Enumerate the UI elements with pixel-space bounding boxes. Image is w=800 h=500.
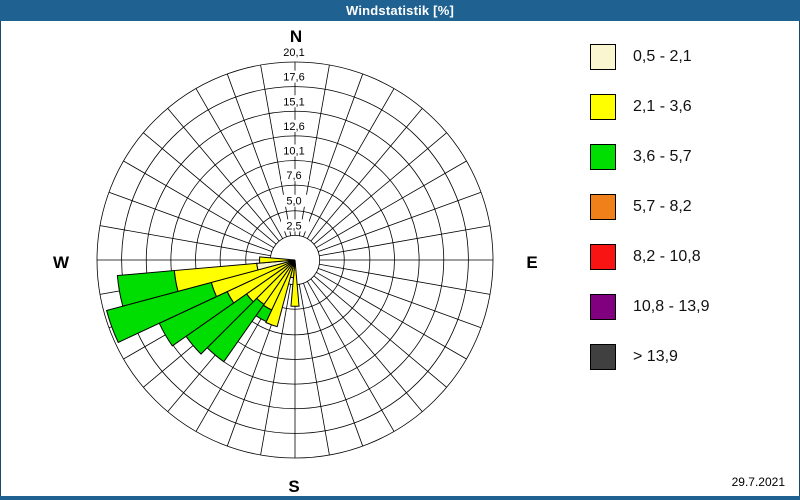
radial-tick-backing	[281, 219, 309, 232]
polar-grid-spoke	[99, 225, 271, 257]
polar-grid-spoke	[318, 191, 482, 252]
radial-tick-backing	[281, 169, 309, 182]
legend-color-swatch	[590, 343, 616, 370]
date-label: 29.7.2021	[731, 475, 785, 489]
polar-grid-spoke	[310, 108, 423, 242]
legend-label: 10,8 - 13,9	[633, 297, 710, 315]
radial-tick-label: 17,6	[283, 72, 304, 84]
polar-grid-spoke	[319, 225, 491, 257]
radial-tick-label: 12,6	[283, 121, 304, 133]
legend-label: > 13,9	[633, 347, 678, 365]
compass-label-e: E	[526, 253, 537, 272]
polar-grid-spoke	[260, 284, 292, 456]
legend-label: 3,6 - 5,7	[633, 147, 692, 165]
legend-color-swatch	[590, 243, 616, 270]
polar-grid-spoke	[167, 108, 280, 242]
polar-grid-spoke	[260, 64, 292, 236]
compass-label-w: W	[53, 253, 70, 272]
radial-tick-backing	[281, 144, 309, 157]
radial-tick-backing	[281, 46, 309, 58]
legend-item: 2,1 - 3,6	[590, 93, 790, 120]
legend-item: > 13,9	[590, 343, 790, 370]
polar-grid-spoke	[306, 88, 395, 239]
legend-color-swatch	[590, 143, 616, 170]
radial-tick-backing	[281, 194, 309, 207]
legend-item: 5,7 - 8,2	[590, 193, 790, 220]
chart-panel: 2,5 5,0 7,6 10,1 12,6 15,1 17,6 20,1 N S W E 0,5 - …	[0, 21, 800, 496]
legend-color-swatch	[590, 293, 616, 320]
radial-tick-backing	[281, 95, 309, 108]
window-title: Windstatistik [%]	[345, 3, 454, 18]
radial-tick-label: 20,1	[283, 47, 304, 59]
radial-tick-backing	[281, 119, 309, 132]
wind-rose-petal-segment	[259, 256, 290, 264]
radial-tick-label: 10,1	[283, 146, 304, 158]
polar-grid-spoke	[108, 191, 272, 252]
legend-label: 5,7 - 8,2	[633, 197, 692, 215]
legend-label: 8,2 - 10,8	[633, 247, 701, 265]
polar-grid-spoke	[313, 275, 447, 388]
compass-label-s: S	[288, 477, 299, 496]
bottom-bar	[0, 496, 800, 500]
legend-color-swatch	[590, 43, 616, 70]
polar-grid-spoke	[318, 268, 482, 329]
legend-label: 2,1 - 3,6	[633, 97, 692, 115]
polar-grid-spoke	[316, 160, 467, 249]
polar-grid-spoke	[319, 263, 491, 295]
polar-grid-spoke	[298, 64, 330, 236]
polar-grid-spoke	[298, 284, 330, 456]
polar-grid-spoke	[303, 283, 364, 447]
polar-grid-spoke	[195, 88, 284, 239]
legend-color-swatch	[590, 193, 616, 220]
compass-label-n: N	[290, 27, 302, 46]
polar-grid-spoke	[226, 73, 287, 237]
polar-grid-spoke	[143, 132, 277, 245]
legend-color-swatch	[590, 93, 616, 120]
radial-tick-label: 15,1	[283, 96, 304, 108]
polar-grid-spoke	[316, 271, 467, 360]
polar-grid-spoke	[303, 73, 364, 237]
radial-tick-label: 7,6	[286, 170, 301, 182]
legend-item: 8,2 - 10,8	[590, 243, 790, 270]
legend: 0,5 - 2,1 2,1 - 3,6 3,6 - 5,7 5,7 - 8,2 8,2 …	[590, 43, 790, 394]
wind-rose-chart: 2,5 5,0 7,6 10,1 12,6 15,1 17,6 20,1N S W E	[53, 27, 538, 496]
legend-label: 0,5 - 2,1	[633, 47, 692, 65]
legend-item: 0,5 - 2,1	[590, 43, 790, 70]
radial-tick-backing	[281, 70, 309, 83]
polar-grid-spoke	[306, 281, 395, 432]
polar-grid-spoke	[310, 278, 423, 412]
radial-tick-label: 2,5	[286, 220, 301, 232]
wind-rose-petal-segment	[116, 270, 179, 307]
polar-grid-spoke	[123, 160, 274, 249]
radial-tick-label: 5,0	[286, 196, 301, 208]
polar-grid-spoke	[313, 132, 447, 245]
legend-item: 3,6 - 5,7	[590, 143, 790, 170]
legend-item: 10,8 - 13,9	[590, 293, 790, 320]
wind-rose-petal-segment	[288, 258, 296, 262]
window-title-bar[interactable]: Windstatistik [%]	[0, 0, 800, 21]
